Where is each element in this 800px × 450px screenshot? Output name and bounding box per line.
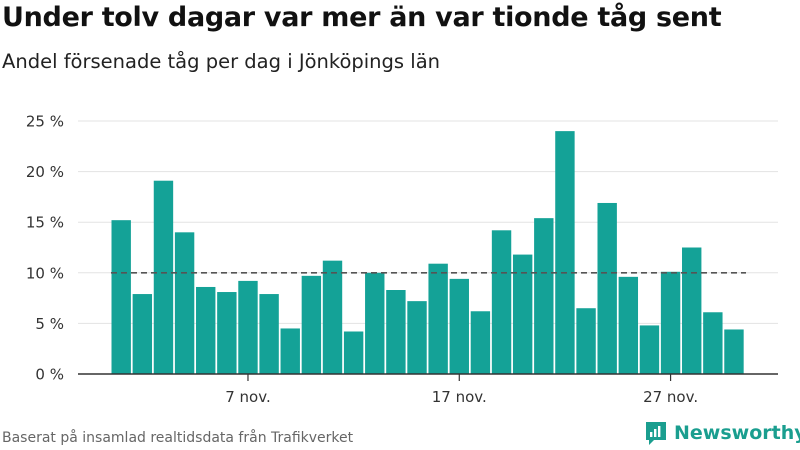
x-tick-label: 17 nov. xyxy=(432,388,487,406)
bar xyxy=(407,301,427,374)
bars xyxy=(111,131,744,374)
bar xyxy=(618,276,639,374)
bar xyxy=(153,180,174,374)
bar xyxy=(280,328,300,374)
bar xyxy=(132,294,153,374)
y-tick-label: 5 % xyxy=(35,315,64,333)
y-tick-label: 20 % xyxy=(26,163,64,181)
brand-name: Newsworthy xyxy=(674,422,800,444)
bar xyxy=(576,308,596,374)
newsworthy-logo-icon xyxy=(646,422,666,445)
bar xyxy=(428,263,448,374)
bar xyxy=(534,218,554,374)
bar xyxy=(724,329,744,374)
bar xyxy=(343,331,364,374)
y-axis-ticks: 0 % 5 % 10 % 15 % 20 % 25 % xyxy=(26,113,64,384)
x-tick-label: 7 nov. xyxy=(225,388,270,406)
y-tick-label: 15 % xyxy=(26,214,64,232)
bar xyxy=(703,312,723,374)
bar xyxy=(196,286,216,374)
bar-chart: 0 % 5 % 10 % 15 % 20 % 25 % 7 nov. 17 nov. 27 n… xyxy=(26,113,778,406)
bar xyxy=(491,230,512,374)
bar xyxy=(555,131,575,374)
bar xyxy=(660,271,681,374)
chart-subtitle: Andel försenade tåg per dag i Jönköpings… xyxy=(2,50,441,73)
bar xyxy=(639,325,660,374)
bar xyxy=(682,247,702,374)
y-tick-label: 25 % xyxy=(26,113,64,131)
source-note: Baserat på insamlad realtidsdata från Tr… xyxy=(2,430,354,446)
bar xyxy=(386,290,406,374)
bar xyxy=(301,275,322,374)
bar xyxy=(322,260,343,374)
x-tick-label: 27 nov. xyxy=(643,388,698,406)
bar xyxy=(111,220,131,374)
bar xyxy=(470,311,491,374)
x-axis-ticks: 7 nov. 17 nov. 27 nov. xyxy=(225,374,698,406)
brand-logo: Newsworthy xyxy=(644,420,800,446)
bar xyxy=(174,232,195,374)
bar xyxy=(449,278,469,374)
chart-title: Under tolv dagar var mer än var tionde t… xyxy=(2,2,722,33)
y-tick-label: 10 % xyxy=(26,264,64,282)
bar xyxy=(597,202,617,374)
bar xyxy=(238,280,258,374)
bar xyxy=(365,272,385,374)
bar xyxy=(259,294,279,374)
y-tick-label: 0 % xyxy=(35,366,64,384)
bar xyxy=(217,292,237,374)
bar xyxy=(512,254,533,374)
